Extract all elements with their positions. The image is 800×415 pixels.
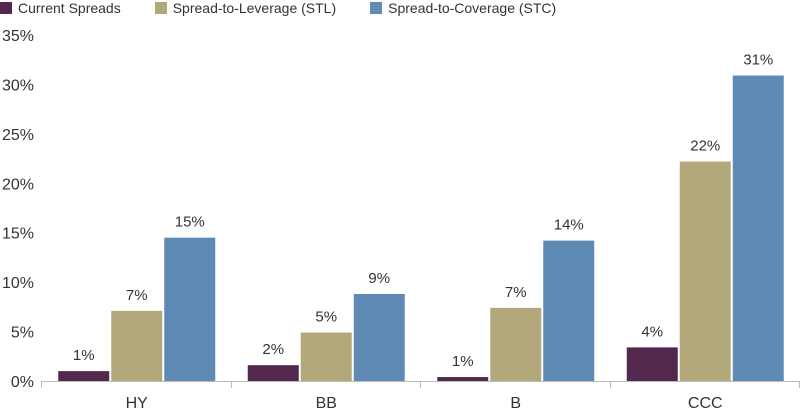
bar-spread-to-leverage-stl--ccc xyxy=(679,161,731,381)
legend: Current Spreads Spread-to-Leverage (STL) S… xyxy=(0,0,590,16)
bar-current-spreads-ccc xyxy=(626,347,678,381)
y-tick-label: 25% xyxy=(2,127,34,144)
x-tick-label: B xyxy=(510,395,521,412)
legend-label: Spread-to-Leverage (STL) xyxy=(172,0,337,16)
data-label: 1% xyxy=(452,353,474,370)
bar-spread-to-coverage-stc--b xyxy=(543,240,595,381)
legend-swatch xyxy=(154,2,167,14)
data-label: 7% xyxy=(126,287,148,304)
data-label: 14% xyxy=(554,217,584,234)
bar-spread-to-coverage-stc--hy xyxy=(164,237,216,381)
legend-swatch xyxy=(0,2,12,14)
legend-item: Spread-to-Leverage (STL) xyxy=(154,0,337,16)
legend-item: Spread-to-Coverage (STC) xyxy=(370,0,556,16)
y-tick-label: 30% xyxy=(2,77,34,94)
data-label: 31% xyxy=(743,52,773,69)
bar-spread-to-leverage-stl--hy xyxy=(111,310,163,381)
data-label: 9% xyxy=(368,270,390,287)
x-tick-label: BB xyxy=(316,395,337,412)
data-label: 5% xyxy=(315,309,337,326)
data-label: 4% xyxy=(641,323,663,340)
data-label: 7% xyxy=(505,284,527,301)
y-tick-label: 15% xyxy=(2,226,34,243)
legend-label: Current Spreads xyxy=(18,0,121,16)
y-tick-label: 10% xyxy=(2,275,34,292)
y-tick-label: 35% xyxy=(2,28,34,45)
x-tick-label: HY xyxy=(126,395,149,412)
y-tick-label: 20% xyxy=(2,176,34,193)
bar-current-spreads-hy xyxy=(58,371,110,381)
bar-current-spreads-b xyxy=(437,377,489,381)
bar-spread-to-coverage-stc--ccc xyxy=(732,75,784,381)
legend-label: Spread-to-Coverage (STC) xyxy=(388,0,557,16)
data-label: 2% xyxy=(262,341,284,358)
data-label: 1% xyxy=(73,347,95,364)
y-tick-label: 5% xyxy=(11,325,34,342)
data-label: 22% xyxy=(690,138,720,155)
bar-spread-to-coverage-stc--bb xyxy=(353,294,405,381)
y-tick-label: 0% xyxy=(11,374,34,391)
bar-current-spreads-bb xyxy=(247,365,299,381)
x-tick-label: CCC xyxy=(688,395,723,412)
legend-item: Current Spreads xyxy=(0,0,121,16)
data-label: 15% xyxy=(175,214,205,231)
legend-swatch xyxy=(370,2,383,14)
bar-spread-to-leverage-stl--bb xyxy=(300,332,352,381)
bar-spread-to-leverage-stl--b xyxy=(490,307,542,381)
